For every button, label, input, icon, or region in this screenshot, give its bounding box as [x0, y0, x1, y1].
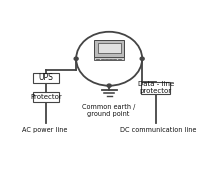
Bar: [98, 43, 121, 53]
Text: DC communication line: DC communication line: [121, 127, 197, 133]
Circle shape: [74, 57, 78, 60]
Text: Common earth /
ground point: Common earth / ground point: [82, 104, 135, 117]
Text: UPS: UPS: [39, 74, 53, 82]
Bar: [33, 73, 59, 83]
Text: Protector: Protector: [30, 94, 62, 100]
Circle shape: [140, 57, 144, 60]
Text: AC power line: AC power line: [22, 127, 67, 133]
Text: Data - line
protector: Data - line protector: [138, 81, 174, 94]
Bar: [33, 92, 59, 102]
Bar: [141, 82, 170, 94]
Circle shape: [107, 84, 111, 87]
Bar: [94, 57, 124, 60]
Bar: [94, 40, 124, 57]
